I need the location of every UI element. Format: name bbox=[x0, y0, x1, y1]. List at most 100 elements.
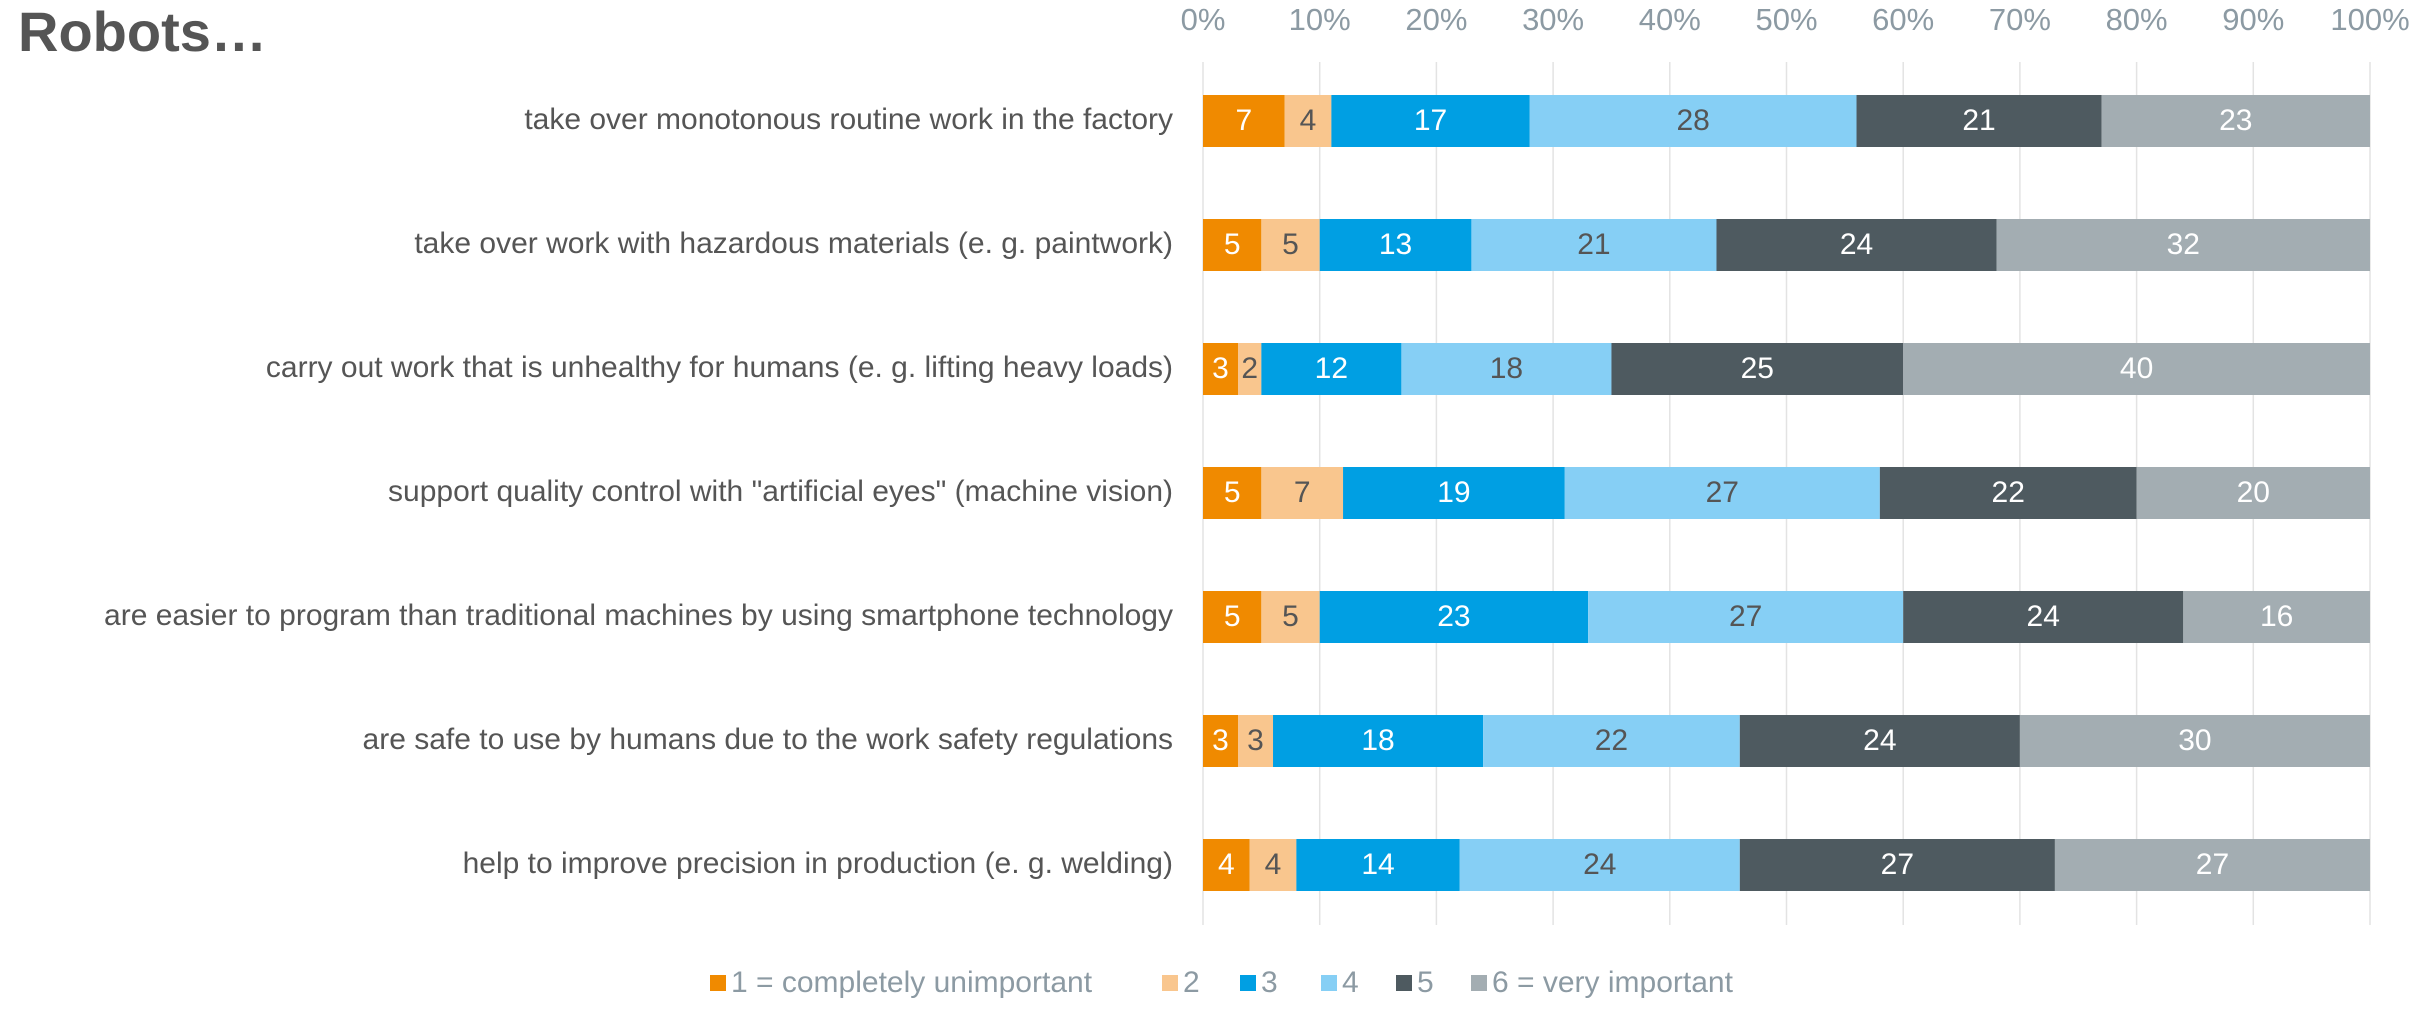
data-label: 24 bbox=[1583, 848, 1616, 881]
x-tick-label: 10% bbox=[1289, 2, 1351, 37]
bar-segment bbox=[1529, 95, 1857, 147]
x-tick-label: 30% bbox=[1522, 2, 1584, 37]
chart-title: Robots… bbox=[18, 0, 267, 63]
bar-segment bbox=[1319, 591, 1589, 643]
data-label: 4 bbox=[1265, 848, 1282, 881]
bar-segment bbox=[1739, 839, 2055, 891]
bar-segment bbox=[1261, 591, 1320, 643]
bar-segment bbox=[1284, 95, 1332, 147]
bar-segment bbox=[2136, 467, 2370, 519]
data-label: 7 bbox=[1236, 104, 1253, 137]
bar-segment bbox=[1483, 715, 1740, 767]
category-label: are easier to program than traditional m… bbox=[104, 599, 1173, 632]
x-tick-label: 100% bbox=[2330, 2, 2409, 37]
data-label: 7 bbox=[1294, 476, 1311, 509]
legend-label: 1 = completely unimportant bbox=[731, 966, 1093, 999]
data-label: 3 bbox=[1212, 352, 1229, 385]
bar-segment bbox=[1879, 467, 2137, 519]
bar-segment bbox=[2183, 591, 2370, 643]
data-label: 12 bbox=[1315, 352, 1348, 385]
legend-swatch bbox=[710, 975, 726, 991]
data-label: 27 bbox=[1881, 848, 1914, 881]
x-tick-label: 0% bbox=[1181, 2, 1226, 37]
data-label: 27 bbox=[1706, 476, 1739, 509]
data-label: 23 bbox=[1437, 600, 1470, 633]
category-label: take over work with hazardous materials … bbox=[414, 227, 1173, 260]
data-label: 4 bbox=[1300, 104, 1317, 137]
data-label: 5 bbox=[1282, 228, 1299, 261]
bar-segment bbox=[1238, 343, 1262, 395]
data-label: 40 bbox=[2120, 352, 2153, 385]
bar-segment bbox=[2101, 95, 2370, 147]
bar-segment bbox=[1261, 219, 1320, 271]
data-label: 4 bbox=[1218, 848, 1235, 881]
data-label: 13 bbox=[1379, 228, 1412, 261]
bar-segment bbox=[1203, 219, 1262, 271]
data-label: 3 bbox=[1247, 724, 1264, 757]
x-tick-label: 80% bbox=[2106, 2, 2168, 37]
data-label: 22 bbox=[1992, 476, 2025, 509]
legend-swatch bbox=[1162, 975, 1178, 991]
data-label: 24 bbox=[1840, 228, 1873, 261]
data-label: 17 bbox=[1414, 104, 1447, 137]
bar-segment bbox=[1996, 219, 2370, 271]
bar-segment bbox=[1203, 343, 1239, 395]
data-label: 19 bbox=[1437, 476, 1470, 509]
bar-segment bbox=[1261, 343, 1402, 395]
x-tick-label: 20% bbox=[1405, 2, 1467, 37]
bar-segment bbox=[1203, 839, 1250, 891]
data-label: 21 bbox=[1577, 228, 1610, 261]
legend-label: 3 bbox=[1261, 966, 1278, 999]
bar-segment bbox=[1319, 219, 1472, 271]
data-label: 14 bbox=[1361, 848, 1394, 881]
data-label: 21 bbox=[1962, 104, 1995, 137]
data-label: 27 bbox=[1729, 600, 1762, 633]
bar-segment bbox=[2054, 839, 2370, 891]
bar-segment bbox=[1203, 591, 1262, 643]
bar-segment bbox=[1203, 715, 1239, 767]
bar-segment bbox=[1588, 591, 1904, 643]
x-tick-label: 50% bbox=[1755, 2, 1817, 37]
legend-swatch bbox=[1240, 975, 1256, 991]
bar-segment bbox=[1471, 219, 1717, 271]
data-label: 3 bbox=[1212, 724, 1229, 757]
bar-segment bbox=[1273, 715, 1484, 767]
data-label: 5 bbox=[1224, 476, 1241, 509]
data-label: 27 bbox=[2196, 848, 2229, 881]
x-tick-label: 40% bbox=[1639, 2, 1701, 37]
data-label: 2 bbox=[1241, 352, 1258, 385]
bar-segment bbox=[1331, 95, 1530, 147]
data-label: 24 bbox=[2027, 600, 2060, 633]
bar-segment bbox=[1716, 219, 1997, 271]
data-label: 30 bbox=[2178, 724, 2211, 757]
data-label: 5 bbox=[1282, 600, 1299, 633]
bar-segment bbox=[1459, 839, 1740, 891]
data-label: 18 bbox=[1361, 724, 1394, 757]
bar-segment bbox=[1611, 343, 1904, 395]
legend-label: 4 bbox=[1342, 966, 1359, 999]
data-label: 18 bbox=[1490, 352, 1523, 385]
bar-segment bbox=[1856, 95, 2102, 147]
data-label: 32 bbox=[2167, 228, 2200, 261]
bar-segment bbox=[1903, 343, 2370, 395]
legend-label: 2 bbox=[1183, 966, 1200, 999]
legend-swatch bbox=[1396, 975, 1412, 991]
bar-segment bbox=[1238, 715, 1274, 767]
legend-label: 6 = very important bbox=[1492, 966, 1734, 999]
data-label: 23 bbox=[2219, 104, 2252, 137]
data-label: 5 bbox=[1224, 600, 1241, 633]
bar-segment bbox=[1401, 343, 1612, 395]
data-label: 24 bbox=[1863, 724, 1896, 757]
category-label: carry out work that is unhealthy for hum… bbox=[266, 351, 1173, 384]
legend-swatch bbox=[1471, 975, 1487, 991]
category-label: take over monotonous routine work in the… bbox=[524, 103, 1173, 136]
bar-segment bbox=[1343, 467, 1565, 519]
data-label: 20 bbox=[2237, 476, 2270, 509]
data-label: 5 bbox=[1224, 228, 1241, 261]
x-tick-label: 90% bbox=[2222, 2, 2284, 37]
bar-segment bbox=[1739, 715, 2020, 767]
bar-segment bbox=[1903, 591, 2184, 643]
bar-segment bbox=[1296, 839, 1460, 891]
category-label: are safe to use by humans due to the wor… bbox=[363, 723, 1173, 756]
